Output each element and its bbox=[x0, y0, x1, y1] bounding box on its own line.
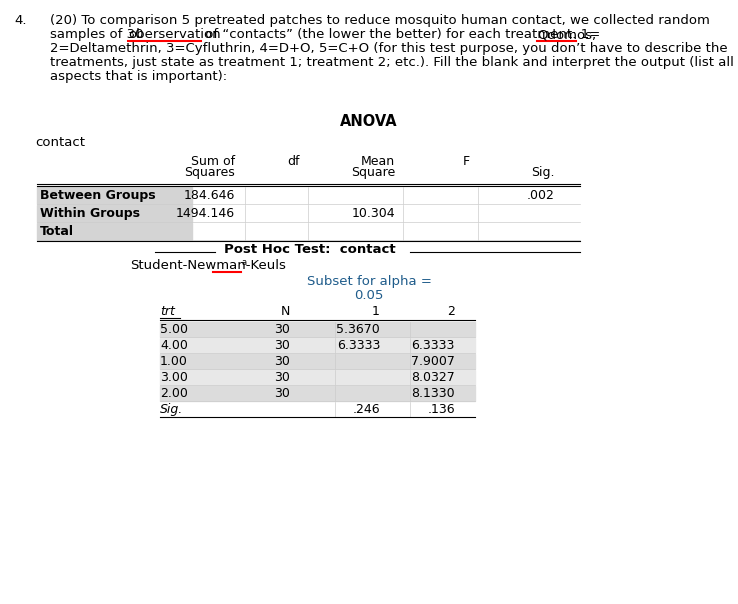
Bar bbox=[160, 354, 475, 369]
Text: oberservation: oberservation bbox=[128, 28, 221, 41]
Text: Qdomos,: Qdomos, bbox=[537, 28, 596, 41]
Text: 1.00: 1.00 bbox=[160, 355, 188, 368]
Text: 30: 30 bbox=[274, 355, 290, 368]
Bar bbox=[160, 322, 475, 337]
Text: 2: 2 bbox=[447, 305, 455, 318]
Text: F: F bbox=[463, 155, 470, 168]
Text: 30: 30 bbox=[274, 387, 290, 400]
Text: (20) To comparison 5 pretreated patches to reduce mosquito human contact, we col: (20) To comparison 5 pretreated patches … bbox=[50, 14, 710, 27]
Bar bbox=[37, 205, 192, 222]
Text: 10.304: 10.304 bbox=[351, 207, 395, 220]
Text: 8.0327: 8.0327 bbox=[411, 371, 455, 384]
Text: of “contacts” (the lower the better) for each treatment: 1=: of “contacts” (the lower the better) for… bbox=[201, 28, 601, 41]
Text: 6.3333: 6.3333 bbox=[337, 339, 380, 352]
Text: 4.: 4. bbox=[14, 14, 27, 27]
Text: Sig.: Sig. bbox=[160, 403, 183, 416]
Text: contact: contact bbox=[35, 136, 85, 149]
Text: treatments, just state as treatment 1; treatment 2; etc.). Fill the blank and in: treatments, just state as treatment 1; t… bbox=[50, 56, 734, 69]
Text: Square: Square bbox=[351, 166, 395, 179]
Text: 30: 30 bbox=[274, 339, 290, 352]
Text: Post Hoc Test:  contact: Post Hoc Test: contact bbox=[224, 243, 396, 256]
Text: .136: .136 bbox=[427, 403, 455, 416]
Text: .002: .002 bbox=[527, 189, 555, 202]
Bar bbox=[37, 187, 192, 204]
Text: 7.9007: 7.9007 bbox=[411, 355, 455, 368]
Text: 6.3333: 6.3333 bbox=[412, 339, 455, 352]
Text: ANOVA: ANOVA bbox=[340, 114, 398, 129]
Text: Sum of: Sum of bbox=[191, 155, 235, 168]
Text: 2.00: 2.00 bbox=[160, 387, 188, 400]
Text: Student-Newman-Keuls: Student-Newman-Keuls bbox=[130, 259, 286, 272]
Text: 8.1330: 8.1330 bbox=[411, 387, 455, 400]
Text: .246: .246 bbox=[352, 403, 380, 416]
Text: 5.3670: 5.3670 bbox=[337, 323, 380, 336]
Text: 0.05: 0.05 bbox=[354, 289, 384, 302]
Text: a: a bbox=[241, 258, 246, 267]
Text: Sig.: Sig. bbox=[531, 166, 555, 179]
Text: 30: 30 bbox=[274, 371, 290, 384]
Text: aspects that is important):: aspects that is important): bbox=[50, 70, 227, 83]
Text: Mean: Mean bbox=[361, 155, 395, 168]
Text: Subset for alpha =: Subset for alpha = bbox=[306, 275, 432, 288]
Text: 1: 1 bbox=[372, 305, 380, 318]
Text: N: N bbox=[280, 305, 290, 318]
Text: 5.00: 5.00 bbox=[160, 323, 188, 336]
Bar bbox=[160, 370, 475, 385]
Bar bbox=[160, 338, 475, 353]
Text: 1494.146: 1494.146 bbox=[176, 207, 235, 220]
Text: Between Groups: Between Groups bbox=[40, 189, 156, 202]
Text: Within Groups: Within Groups bbox=[40, 207, 140, 220]
Text: samples of 30: samples of 30 bbox=[50, 28, 148, 41]
Text: df: df bbox=[288, 155, 300, 168]
Text: 4.00: 4.00 bbox=[160, 339, 188, 352]
Text: 30: 30 bbox=[274, 323, 290, 336]
Text: trt: trt bbox=[160, 305, 175, 318]
Bar bbox=[37, 223, 192, 240]
Text: 2=Deltamethrin, 3=Cyfluthrin, 4=D+O, 5=C+O (for this test purpose, you don’t hav: 2=Deltamethrin, 3=Cyfluthrin, 4=D+O, 5=C… bbox=[50, 42, 728, 55]
Text: 184.646: 184.646 bbox=[184, 189, 235, 202]
Text: Total: Total bbox=[40, 225, 74, 238]
Bar bbox=[160, 386, 475, 401]
Text: Squares: Squares bbox=[184, 166, 235, 179]
Text: 3.00: 3.00 bbox=[160, 371, 188, 384]
